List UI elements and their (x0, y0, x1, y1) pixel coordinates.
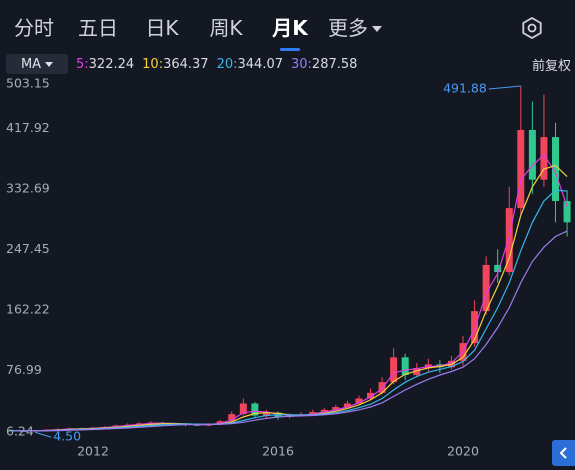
annotation-label: 4.50 (53, 429, 81, 444)
candle-body (239, 403, 247, 415)
annotation-label: 491.88 (443, 81, 487, 96)
legend-entry: 5:322.24 (76, 57, 134, 72)
candle-body (251, 403, 259, 416)
tab[interactable]: 分时 (14, 15, 54, 40)
candle-body (413, 367, 421, 376)
annotation-line (488, 85, 521, 90)
candle-body (367, 392, 374, 399)
x-tick-label: 2016 (262, 444, 294, 459)
candle-body (228, 414, 236, 422)
candle-body (517, 129, 525, 209)
legend-value: 344.07 (237, 56, 284, 72)
y-tick-label: 76.99 (6, 362, 42, 377)
dropdown-arrow (372, 26, 382, 32)
legend-name: 30: (291, 56, 312, 72)
ma-button[interactable]: MA (6, 54, 68, 74)
legend-entry: 20:344.07 (217, 57, 283, 72)
chevron-icon (559, 447, 567, 459)
ma-legend-row: MA 5:322.24 10:364.37 20:344.07 30:287.58 前… (0, 52, 575, 76)
candle-body (262, 412, 270, 416)
legend-value: 322.24 (88, 56, 135, 72)
legend-name: 10: (142, 56, 164, 72)
ma-line (12, 230, 568, 432)
candle-body (8, 430, 16, 432)
candle-body (563, 201, 571, 223)
candle-body (540, 137, 548, 180)
price-adjust[interactable]: 前复权 (531, 58, 571, 74)
candle-body (309, 411, 317, 415)
annotation-line (35, 431, 52, 438)
candle-body (355, 398, 363, 404)
candle-body (216, 421, 224, 425)
candle-body (552, 137, 559, 202)
legend-entry: 30:287.58 (291, 57, 357, 72)
candle-body (505, 208, 513, 273)
candle-body (528, 129, 536, 180)
candle-body (378, 382, 386, 393)
tab[interactable]: 月K (258, 12, 322, 51)
legend-name: 5: (76, 56, 89, 72)
candle-body (320, 409, 328, 412)
legend-entry: 10:364.37 (142, 57, 208, 72)
candle-body (390, 357, 398, 383)
candle-body (401, 357, 409, 376)
x-tick-label: 2012 (77, 444, 109, 459)
tab[interactable]: 日K (145, 15, 179, 40)
candle-body (482, 264, 490, 312)
ma-legend: 5:322.24 10:364.37 20:344.07 30:287.58 (68, 57, 357, 72)
y-tick-label: 247.45 (6, 241, 50, 256)
ma-button-label: MA (20, 56, 42, 72)
settings-icon[interactable] (521, 17, 543, 39)
candle-body (343, 403, 351, 408)
x-tick-label: 2020 (447, 444, 479, 459)
legend-value: 287.58 (311, 56, 358, 72)
y-tick-label: 162.22 (6, 302, 50, 317)
legend-name: 20: (216, 56, 238, 72)
collapse-button[interactable] (552, 440, 575, 466)
tab-label: 更多 (328, 15, 368, 40)
period-tabs: 分时 五日 日K 周K 月K 更多 (0, 0, 575, 52)
y-tick-label: 503.15 (6, 76, 50, 91)
candle-body (494, 264, 502, 273)
tab[interactable]: 五日 (78, 15, 118, 40)
more-tab[interactable]: 更多 (328, 12, 382, 41)
y-tick-label: 417.92 (6, 120, 50, 135)
tab[interactable]: 周K (209, 15, 243, 40)
legend-value: 364.37 (163, 56, 209, 72)
dropdown-arrow (45, 61, 54, 67)
candle-body (332, 407, 340, 410)
y-tick-label: 332.69 (6, 181, 50, 196)
